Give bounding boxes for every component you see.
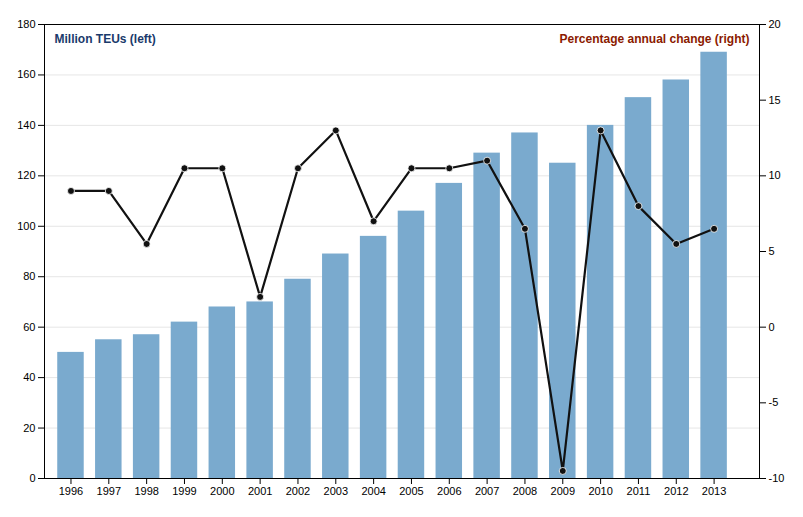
svg-text:10: 10 (769, 169, 781, 181)
svg-text:20: 20 (23, 422, 35, 434)
svg-text:60: 60 (23, 321, 35, 333)
svg-text:1999: 1999 (172, 485, 196, 497)
svg-text:80: 80 (23, 270, 35, 282)
svg-text:1998: 1998 (134, 485, 158, 497)
svg-text:2013: 2013 (702, 485, 726, 497)
svg-text:2004: 2004 (361, 485, 385, 497)
svg-text:Million TEUs (left): Million TEUs (left) (55, 32, 156, 46)
svg-text:20: 20 (769, 18, 781, 30)
svg-text:160: 160 (17, 68, 35, 80)
svg-text:2009: 2009 (551, 485, 575, 497)
svg-text:1997: 1997 (97, 485, 121, 497)
svg-text:2012: 2012 (664, 485, 688, 497)
svg-text:2008: 2008 (513, 485, 537, 497)
svg-text:2000: 2000 (210, 485, 234, 497)
svg-text:1996: 1996 (59, 485, 83, 497)
svg-text:100: 100 (17, 220, 35, 232)
svg-text:Percentage annual change (righ: Percentage annual change (right) (559, 32, 749, 46)
svg-text:140: 140 (17, 119, 35, 131)
svg-text:180: 180 (17, 18, 35, 30)
svg-text:-10: -10 (769, 472, 785, 484)
svg-text:-5: -5 (769, 396, 779, 408)
svg-text:2006: 2006 (437, 485, 461, 497)
svg-text:2011: 2011 (627, 485, 651, 497)
svg-text:2007: 2007 (475, 485, 499, 497)
svg-text:0: 0 (769, 321, 775, 333)
svg-text:2001: 2001 (248, 485, 272, 497)
svg-text:2003: 2003 (324, 485, 348, 497)
svg-text:2010: 2010 (588, 485, 612, 497)
svg-text:120: 120 (17, 169, 35, 181)
svg-text:5: 5 (769, 245, 775, 257)
svg-text:15: 15 (769, 94, 781, 106)
svg-text:0: 0 (29, 472, 35, 484)
svg-text:2002: 2002 (286, 485, 310, 497)
svg-text:40: 40 (23, 371, 35, 383)
svg-text:2005: 2005 (399, 485, 423, 497)
